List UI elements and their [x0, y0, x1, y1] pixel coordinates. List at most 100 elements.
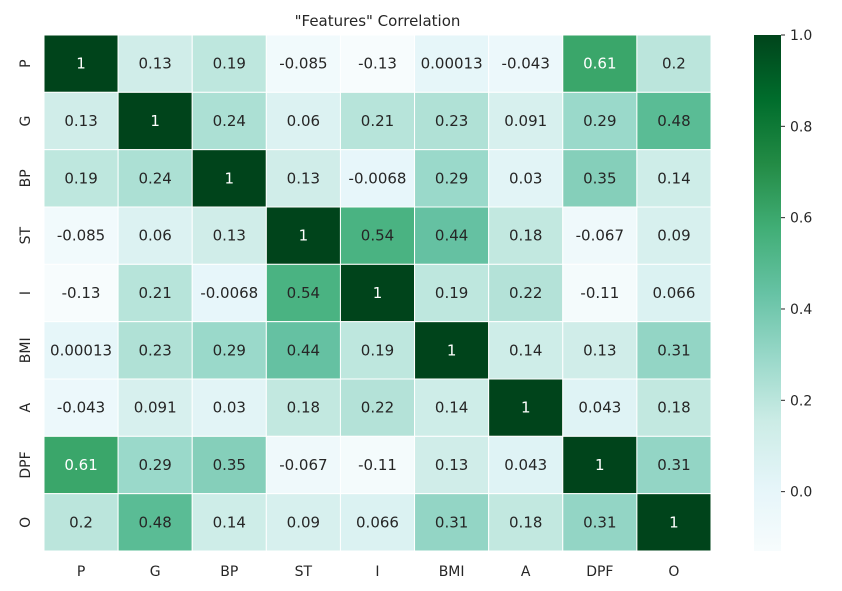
cell-value-label: 0.19 — [213, 55, 246, 73]
heatmap-cell — [191, 149, 267, 208]
cell-value-label: 0.22 — [509, 284, 542, 302]
colorbar-tick-label: 1.0 — [790, 28, 812, 44]
cell-value-label: 0.18 — [509, 227, 542, 245]
cell-value-label: -0.13 — [358, 55, 397, 73]
cell-value-label: 0.03 — [509, 169, 542, 187]
heatmap-cell — [414, 34, 490, 93]
cell-value-label: -0.13 — [62, 284, 101, 302]
heatmap-cell — [488, 378, 564, 437]
cell-value-label: 0.14 — [657, 169, 690, 187]
cell-value-label: 0.31 — [657, 456, 690, 474]
x-tick-label: I — [375, 564, 379, 580]
heatmap-cell — [636, 321, 712, 380]
y-tick-label: O — [18, 517, 34, 528]
cell-value-label: 0.61 — [64, 456, 97, 474]
heatmap-cell — [488, 91, 564, 151]
heatmap-cell — [43, 435, 119, 495]
heatmap-cell — [117, 378, 193, 437]
y-tick-label: BMI — [18, 337, 34, 363]
cell-value-label: 1 — [299, 227, 309, 245]
cell-value-label: 0.24 — [213, 112, 246, 130]
cell-value-label: 0.00013 — [50, 341, 112, 359]
y-tick-label: ST — [18, 227, 34, 245]
cell-value-label: 0.043 — [578, 399, 621, 417]
cell-value-label: 0.14 — [509, 341, 542, 359]
cell-value-label: 0.29 — [435, 169, 468, 187]
cell-value-label: 0.31 — [657, 341, 690, 359]
cell-value-label: -0.067 — [279, 456, 327, 474]
heatmap-cell — [117, 34, 193, 93]
heatmap-cell — [265, 206, 341, 265]
heatmap-cell — [488, 435, 564, 495]
y-tick-label: P — [18, 59, 34, 67]
heatmap-cell — [265, 263, 341, 323]
x-tick-label: DPF — [586, 564, 613, 580]
colorbar: 0.0 0.2 0.4 0.6 0.8 1.0 — [754, 28, 812, 551]
cell-value-label: 0.13 — [435, 456, 468, 474]
heatmap-cell — [414, 263, 490, 323]
heatmap-cell — [191, 493, 267, 552]
cell-value-label: 1 — [669, 513, 679, 531]
colorbar-tick-label: 0.8 — [790, 119, 812, 135]
cell-value-label: 0.091 — [134, 399, 177, 417]
cell-value-label: 1 — [225, 169, 235, 187]
cell-value-label: 0.23 — [138, 341, 171, 359]
x-tick-label: P — [77, 564, 85, 580]
heatmap-cell — [191, 34, 267, 93]
heatmap-cell — [43, 149, 119, 208]
colorbar-tick-label: 0.2 — [790, 393, 812, 409]
cell-value-label: 0.19 — [64, 169, 97, 187]
heatmap-cell — [117, 206, 193, 265]
heatmap-cell — [43, 321, 119, 380]
cell-value-label: 0.29 — [138, 456, 171, 474]
cell-value-label: 0.09 — [287, 513, 320, 531]
cell-value-label: 0.54 — [361, 227, 394, 245]
heatmap-cell — [265, 435, 341, 495]
heatmap-cell — [636, 435, 712, 495]
cell-value-label: 0.13 — [583, 341, 616, 359]
heatmap-cell — [562, 34, 638, 93]
heatmap-cell — [265, 34, 341, 93]
cell-value-label: -0.0068 — [349, 169, 407, 187]
heatmap-cell — [636, 206, 712, 265]
cell-value-label: 0.09 — [657, 227, 690, 245]
cell-value-label: 0.31 — [583, 513, 616, 531]
x-tick-label: G — [150, 564, 161, 580]
cell-value-label: 0.06 — [287, 112, 320, 130]
heatmap-cell — [636, 263, 712, 323]
cell-value-label: 0.066 — [652, 284, 695, 302]
cell-value-label: -0.11 — [580, 284, 619, 302]
cell-value-label: 0.48 — [657, 112, 690, 130]
cell-value-label: 0.35 — [583, 169, 616, 187]
x-tick-labels: P G BP ST I BMI A DPF O — [77, 564, 680, 580]
heatmap-cell — [265, 493, 341, 552]
x-tick-label: ST — [295, 564, 313, 580]
y-tick-label: DPF — [18, 451, 34, 478]
heatmap-cell — [117, 321, 193, 380]
colorbar-gradient — [754, 35, 781, 551]
cell-value-label: 0.13 — [64, 112, 97, 130]
cell-value-label: -0.085 — [279, 55, 327, 73]
cell-value-label: 0.44 — [287, 341, 320, 359]
cell-value-label: 0.06 — [138, 227, 171, 245]
cell-value-label: 0.23 — [435, 112, 468, 130]
heatmap-cell — [43, 206, 119, 265]
cell-value-label: -0.043 — [57, 399, 105, 417]
heatmap-cell — [562, 91, 638, 151]
heatmap-cell — [265, 149, 341, 208]
cell-value-label: 0.54 — [287, 284, 320, 302]
heatmap-cell — [43, 263, 119, 323]
y-tick-label: A — [18, 402, 34, 412]
cell-value-label: 0.13 — [138, 55, 171, 73]
heatmap-cell — [414, 435, 490, 495]
y-tick-label: G — [18, 116, 34, 127]
heatmap-cell — [191, 435, 267, 495]
cell-value-label: -0.085 — [57, 227, 105, 245]
heatmap-cell — [339, 149, 416, 208]
cell-value-label: 0.00013 — [421, 55, 483, 73]
cell-value-label: 0.48 — [138, 513, 171, 531]
cell-value-label: 0.03 — [213, 399, 246, 417]
cell-value-label: 1 — [373, 284, 383, 302]
cell-value-label: 0.19 — [435, 284, 468, 302]
